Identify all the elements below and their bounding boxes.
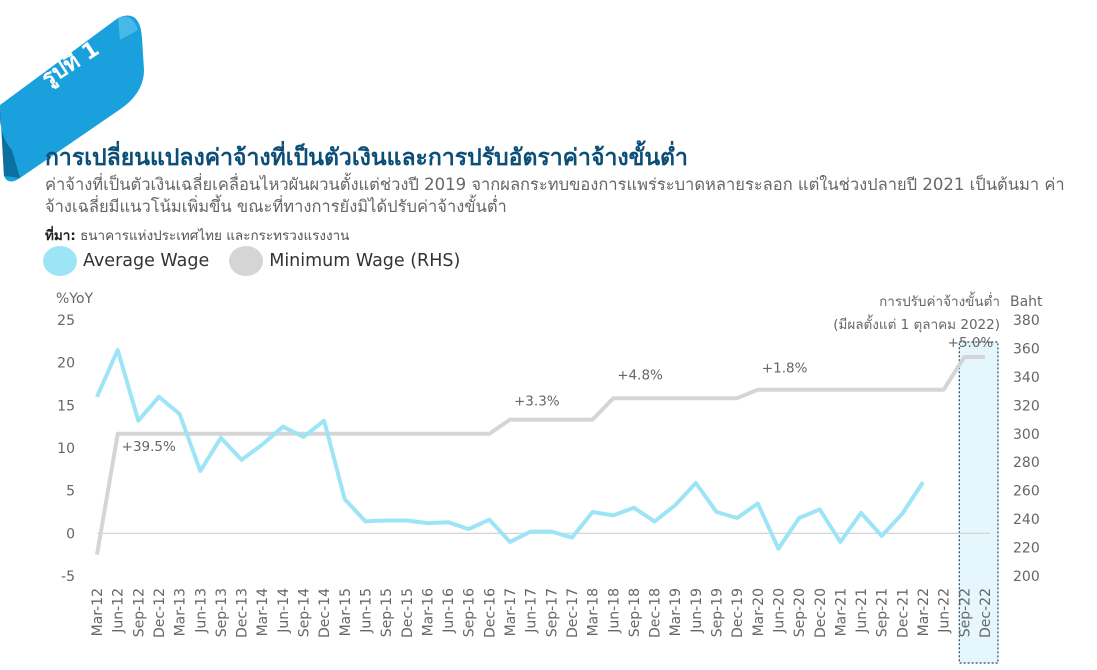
x-tick-label: Mar-16 [420,588,436,636]
x-tick-label: Jun-14 [276,588,292,634]
legend-label-average-wage: Average Wage [83,251,210,271]
source-line: ที่มา: ธนาคารแห่งประเทศไทย และกระทรวงแรง… [45,224,349,246]
source-label: ที่มา: [45,228,76,244]
x-tick-label: Mar-15 [338,588,354,636]
minimum-wage-swatch [229,246,264,276]
left-axis-title: %YoY [56,291,94,307]
x-tick-label: Mar-20 [751,588,767,636]
average-wage-line [95,347,925,551]
left-tick-label: -5 [61,569,75,585]
left-tick-label: 25 [57,313,75,329]
increase-annotation: +39.5% [122,439,176,455]
x-tick-label: Jun-19 [689,588,705,634]
x-tick-label: Jun-17 [524,588,540,634]
increase-annotation: +1.8% [762,361,808,377]
x-tick-label: Sep-18 [627,588,643,637]
minimum-wage-line [95,355,985,556]
x-tick-label: Mar-12 [90,588,106,636]
x-tick-label: Dec-21 [895,588,911,638]
x-tick-label: Sep-14 [297,588,313,637]
x-tick-label: Dec-16 [482,588,498,638]
x-tick-label: Sep-20 [792,588,808,637]
callout-line-2: (มีผลตั้งแต่ 1 ตุลาคม 2022) [833,314,1000,333]
x-tick-label: Mar-14 [255,588,271,636]
increase-annotation: +5.0% [948,335,994,351]
highlight-box [958,341,999,664]
x-tick-label: Mar-21 [833,588,849,636]
left-tick-label: 5 [66,484,75,500]
legend-label-minimum-wage: Minimum Wage (RHS) [269,251,461,271]
x-tick-label: Sep-19 [710,588,726,637]
callout-line-1: การปรับค่าจ้างขั้นต่ำ [879,291,1000,310]
left-tick-label: 20 [57,356,75,372]
chart-title: การเปลี่ยนแปลงค่าจ้างที่เป็นตัวเงินและกา… [45,145,688,171]
x-tick-label: Sep-16 [462,588,478,637]
x-tick-label: Sep-13 [214,588,230,637]
left-tick-label: 10 [57,441,75,457]
x-tick-label: Sep-22 [957,588,973,637]
right-axis-title: Baht [1010,294,1043,310]
x-tick-label: Jun-13 [193,588,209,634]
x-tick-label: Dec-18 [648,588,664,638]
x-tick-label: Jun-22 [937,588,953,634]
x-tick-label: Sep-12 [131,588,147,637]
x-tick-label: Jun-15 [358,588,374,634]
right-tick-label: 200 [1013,569,1040,585]
right-tick-label: 280 [1013,455,1040,471]
legend-item-minimum-wage: Minimum Wage (RHS) [229,246,460,276]
x-tick-label: Jun-20 [771,588,787,634]
right-tick-label: 260 [1013,484,1040,500]
x-tick-label: Sep-17 [544,588,560,637]
right-tick-label: 320 [1013,398,1040,414]
x-tick-label: Dec-13 [235,588,251,638]
x-tick-label: Jun-21 [854,588,870,634]
right-tick-label: 220 [1013,541,1040,557]
x-tick-label: Dec-12 [152,588,168,638]
average-wage-swatch [43,246,77,276]
right-tick-label: 360 [1013,341,1040,357]
x-tick-label: Dec-15 [400,588,416,638]
x-tick-label: Dec-22 [978,588,994,638]
x-tick-label: Sep-15 [379,588,395,637]
right-tick-label: 340 [1013,370,1040,386]
x-tick-label: Jun-18 [606,588,622,634]
x-tick-label: Mar-19 [668,588,684,636]
x-tick-label: Dec-17 [565,588,581,638]
x-tick-label: Mar-13 [173,588,189,636]
figure-ribbon [0,15,144,182]
x-tick-label: Mar-17 [503,588,519,636]
left-tick-label: 0 [66,526,75,542]
x-tick-label: Jun-16 [441,588,457,634]
right-tick-label: 380 [1013,313,1040,329]
left-tick-label: 15 [57,398,75,414]
right-tick-label: 240 [1013,512,1040,528]
source-text: ธนาคารแห่งประเทศไทย และกระทรวงแรงงาน [75,228,350,244]
chart-subtitle: ค่าจ้างที่เป็นตัวเงินเฉลี่ยเคลื่อนไหวผัน… [45,175,1065,216]
x-tick-label: Dec-14 [317,588,333,638]
x-tick-label: Dec-19 [730,588,746,638]
legend-item-average-wage: Average Wage [43,246,209,276]
x-tick-label: Mar-18 [586,588,602,636]
x-tick-label: Mar-22 [916,588,932,636]
right-tick-label: 300 [1013,427,1040,443]
x-tick-label: Jun-12 [111,588,127,634]
increase-annotation: +4.8% [617,368,663,384]
legend: Average Wage Minimum Wage (RHS) [43,246,480,276]
increase-annotation: +3.3% [514,393,560,409]
x-tick-label: Dec-20 [813,588,829,638]
x-tick-label: Sep-21 [875,588,891,637]
